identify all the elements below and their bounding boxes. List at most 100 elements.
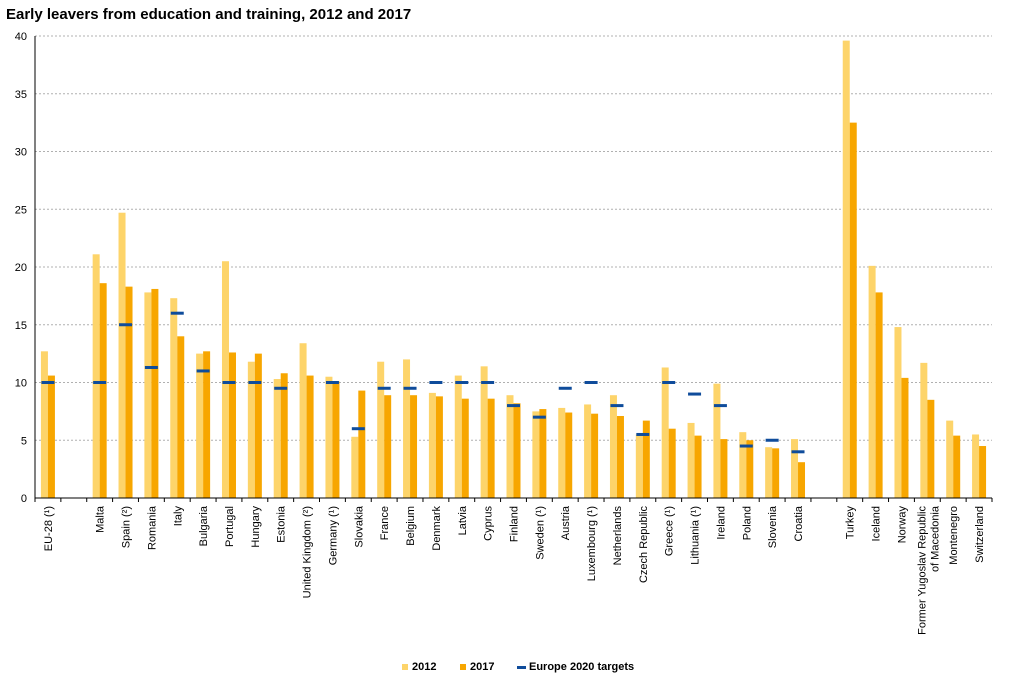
bar-2017 [410, 395, 418, 498]
legend-label: 2012 [412, 661, 436, 673]
bars [40, 40, 987, 499]
target-marker [41, 381, 55, 384]
target-marker [688, 392, 702, 396]
y-tick-label: 40 [15, 31, 27, 43]
bar-2012 [661, 367, 669, 498]
x-tick-label: Germany (¹) [327, 506, 339, 565]
bar-2012 [532, 411, 540, 498]
x-tick-label: EU-28 (¹) [43, 506, 55, 551]
target-marker [507, 404, 520, 408]
bar-2012 [247, 361, 255, 498]
bar-2012 [739, 432, 747, 498]
x-tick-label: Greece (¹) [664, 506, 676, 556]
chart-title: Early leavers from education and trainin… [6, 6, 412, 23]
bar-2017 [461, 398, 469, 498]
bar-2017 [694, 435, 702, 498]
y-tick-label: 10 [15, 378, 27, 390]
x-tick-label: Montenegro [948, 506, 960, 565]
target-marker [222, 381, 236, 384]
bar-2012 [170, 298, 178, 498]
x-tick-label: Estonia [276, 505, 288, 543]
target-marker [636, 432, 650, 436]
bar-2017 [720, 439, 728, 498]
target-marker [662, 381, 676, 384]
bar-2012 [609, 395, 617, 498]
target-marker [351, 427, 365, 431]
bar-2012 [221, 261, 229, 498]
bar-2012 [92, 254, 100, 498]
x-tick-label: Former Yugoslav Republicof Macedonia [916, 505, 941, 635]
bar-2012 [558, 407, 566, 498]
bar-2012 [868, 265, 876, 498]
bar-2012 [791, 439, 799, 498]
bar-2017 [203, 351, 211, 498]
y-tick-label: 35 [15, 89, 27, 101]
x-tick-label: Switzerland [974, 506, 986, 563]
y-tick-label: 25 [15, 204, 27, 216]
bar-2017 [642, 420, 650, 498]
x-tick-label: Portugal [224, 506, 236, 547]
x-tick-label: Austria [560, 505, 572, 540]
x-tick-label: Luxembourg (¹) [586, 506, 598, 581]
x-tick-label: Finland [509, 506, 521, 542]
bar-2012 [894, 327, 902, 498]
legend-swatch [402, 664, 408, 670]
bar-2017 [254, 353, 262, 498]
bar-2012 [946, 420, 954, 498]
target-marker [144, 365, 158, 369]
bar-2017 [901, 377, 909, 498]
bar-2017 [979, 446, 987, 498]
bar-2017 [927, 399, 935, 498]
bar-2012 [687, 422, 695, 498]
bar-2012 [635, 434, 643, 498]
target-marker [584, 381, 598, 384]
bar-2017 [125, 286, 133, 498]
bar-2017 [668, 428, 676, 498]
bar-2012 [325, 376, 333, 498]
bar-2017 [384, 395, 392, 498]
bar-2017 [228, 352, 236, 498]
bar-2017 [47, 375, 55, 498]
x-tick-label: Malta [95, 505, 107, 533]
bar-2017 [177, 336, 185, 498]
bar-2017 [591, 413, 599, 498]
bar-2012 [273, 379, 281, 498]
y-tick-label: 20 [15, 262, 27, 274]
bar-2017 [746, 440, 754, 498]
bar-2012 [403, 359, 411, 498]
bar-2012 [196, 353, 204, 498]
target-markers [41, 311, 805, 454]
x-tick-label: United Kingdom (²) [302, 506, 314, 598]
bar-2017 [99, 283, 107, 498]
bar-2017 [565, 412, 573, 498]
bar-2017 [332, 381, 340, 498]
target-marker [170, 311, 184, 315]
bar-2012 [118, 212, 126, 498]
bar-2017 [875, 292, 883, 498]
x-tick-label: Bulgaria [198, 505, 210, 546]
target-marker [377, 386, 391, 390]
x-tick-label: Lithuania (¹) [690, 506, 702, 565]
legend-swatch [517, 666, 526, 669]
y-tick-label: 0 [21, 493, 27, 505]
x-tick-label: France [379, 506, 391, 540]
bar-2012 [713, 383, 721, 498]
target-marker [403, 386, 417, 390]
target-marker [119, 323, 133, 327]
target-marker [93, 381, 107, 384]
bar-2012 [454, 375, 462, 498]
bar-2012 [584, 404, 592, 498]
x-tick-label: Denmark [431, 506, 443, 551]
x-tick-label: Romania [146, 505, 158, 550]
target-marker [481, 381, 495, 384]
x-tick-label: Ireland [715, 506, 727, 540]
bar-2012 [351, 436, 359, 498]
bar-2017 [151, 288, 159, 498]
x-tick-label: Latvia [457, 505, 469, 535]
x-tick-label: Slovakia [353, 505, 365, 547]
x-tick-label: Sweden (¹) [534, 506, 546, 560]
bar-2012 [428, 392, 436, 498]
bar-2017 [487, 398, 495, 498]
bar-2017 [539, 409, 547, 498]
x-tick-label: Spain (²) [121, 506, 133, 548]
